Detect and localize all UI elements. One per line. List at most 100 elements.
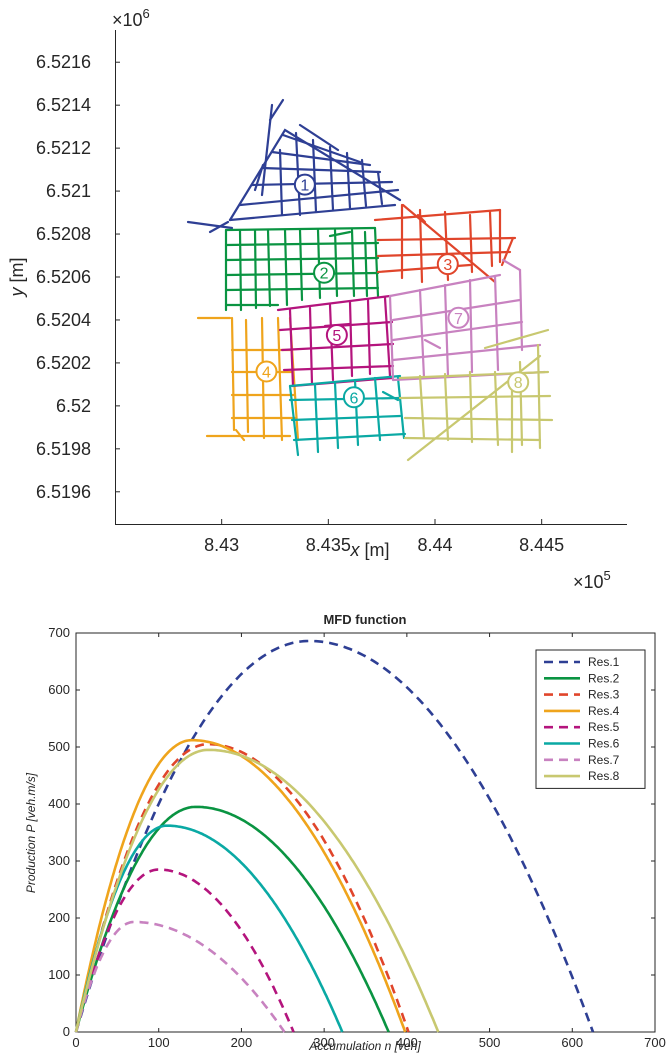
mfd-y-tick-label: 100 [48, 967, 70, 982]
road-segment [383, 296, 392, 378]
mfd-chart-title: MFD function [323, 612, 406, 627]
region-1-roads [186, 98, 402, 234]
y-axis-ticks: 6.5196 6.5198 6.52 6.5202 6.5204 6.5206 6.5208… [36, 52, 120, 502]
road-segment [228, 128, 402, 222]
mfd-series-line-res-2 [74, 805, 390, 1033]
map-y-tick-label: 6.52 [56, 396, 91, 416]
region-label: 4 [255, 360, 278, 383]
region-3-roads [373, 203, 517, 284]
road-segment [234, 428, 246, 442]
road-segment [418, 374, 426, 440]
region-label: 1 [293, 173, 316, 196]
road-segment [253, 228, 258, 310]
road-segment [208, 220, 230, 234]
road-segment [391, 343, 542, 362]
road-segment [283, 228, 289, 307]
mfd-series-line-res-1 [74, 639, 595, 1033]
road-segment [228, 203, 397, 222]
mfd-series-line-res-3 [74, 742, 410, 1033]
region-label-circle [325, 323, 348, 346]
road-segment [298, 123, 340, 152]
road-segment [288, 374, 402, 388]
mfd-x-tick-label: 300 [313, 1035, 335, 1050]
road-segment [363, 230, 369, 298]
region-label-number: 5 [332, 328, 341, 345]
legend-box [535, 649, 646, 789]
road-segment [536, 343, 542, 450]
map-x-tick-label: 8.44 [417, 535, 452, 555]
road-segment [483, 328, 550, 350]
road-segment [282, 364, 395, 372]
road-segment [350, 228, 356, 298]
road-segment [313, 383, 320, 454]
road-segment [250, 180, 394, 187]
mfd-x-tick-label: 200 [231, 1035, 253, 1050]
road-segment [266, 228, 272, 308]
road-segment [230, 316, 236, 432]
road-segment [276, 316, 284, 442]
road-segment [238, 228, 243, 312]
road-segment [345, 151, 352, 210]
map-y-tick-label: 6.5212 [36, 138, 91, 158]
road-segment [396, 376, 406, 440]
mfd-series-line-res-6 [74, 824, 344, 1033]
mfd-y-tick-label: 200 [48, 910, 70, 925]
road-segment [418, 288, 426, 380]
region-label-number: 6 [349, 390, 358, 407]
road-segment [268, 98, 285, 122]
map-y-tick-label: 6.5214 [36, 95, 91, 115]
region-label-circle [436, 253, 459, 276]
road-segment [488, 210, 494, 268]
road-segment [373, 208, 502, 222]
road-segment [418, 208, 424, 284]
road-segment [290, 414, 402, 422]
road-segment [328, 145, 335, 212]
region-label: 5 [325, 323, 348, 346]
road-segment [348, 300, 354, 378]
map-y-axis-label: y [m] [7, 258, 27, 299]
region-label-number: 4 [262, 365, 271, 382]
x-exponent-label: ×105 [573, 568, 611, 592]
region-label: 2 [313, 261, 336, 284]
region-label-circle [293, 173, 316, 196]
map-x-axis-label: x [m] [350, 540, 390, 560]
map-y-tick-label: 6.5202 [36, 353, 91, 373]
mfd-y-tick-label: 400 [48, 796, 70, 811]
region-label: 6 [342, 386, 365, 409]
region-label-number: 7 [454, 311, 463, 328]
map-y-tick-label: 6.5196 [36, 482, 91, 502]
region-4-roads [196, 316, 300, 442]
road-segment [244, 318, 250, 434]
legend-label: Res.1 [588, 655, 620, 669]
region-label: 8 [507, 371, 530, 394]
road-segment [333, 228, 339, 298]
road-segment [443, 372, 450, 442]
mfd-series-line-res-8 [74, 748, 440, 1033]
legend-label: Res.3 [588, 688, 620, 702]
mfd-x-tick-label: 400 [396, 1035, 418, 1050]
road-network [186, 98, 554, 462]
map-y-tick-label: 6.521 [46, 181, 91, 201]
road-segment [278, 148, 284, 217]
region-label-circle [313, 261, 336, 284]
road-segment [468, 278, 474, 374]
region-2-roads [224, 226, 380, 312]
map-y-tick-label: 6.5216 [36, 52, 91, 72]
road-segment [443, 283, 450, 378]
map-x-tick-label: 8.445 [519, 535, 564, 555]
region-label-number: 1 [300, 178, 309, 195]
region-8-roads [398, 328, 554, 462]
mfd-series-line-res-5 [74, 868, 295, 1033]
road-segment [493, 370, 500, 447]
legend-label: Res.4 [588, 704, 620, 718]
road-segment [403, 416, 554, 422]
road-segment [298, 228, 304, 302]
road-segment [493, 274, 500, 372]
road-segment [224, 256, 380, 262]
road-segment [373, 226, 380, 298]
road-segment [366, 298, 372, 376]
mfd-y-tick-label: 600 [48, 682, 70, 697]
mfd-x-axis-label: Accumulation n [veh] [308, 1039, 421, 1053]
map-y-tick-label: 6.5208 [36, 224, 91, 244]
